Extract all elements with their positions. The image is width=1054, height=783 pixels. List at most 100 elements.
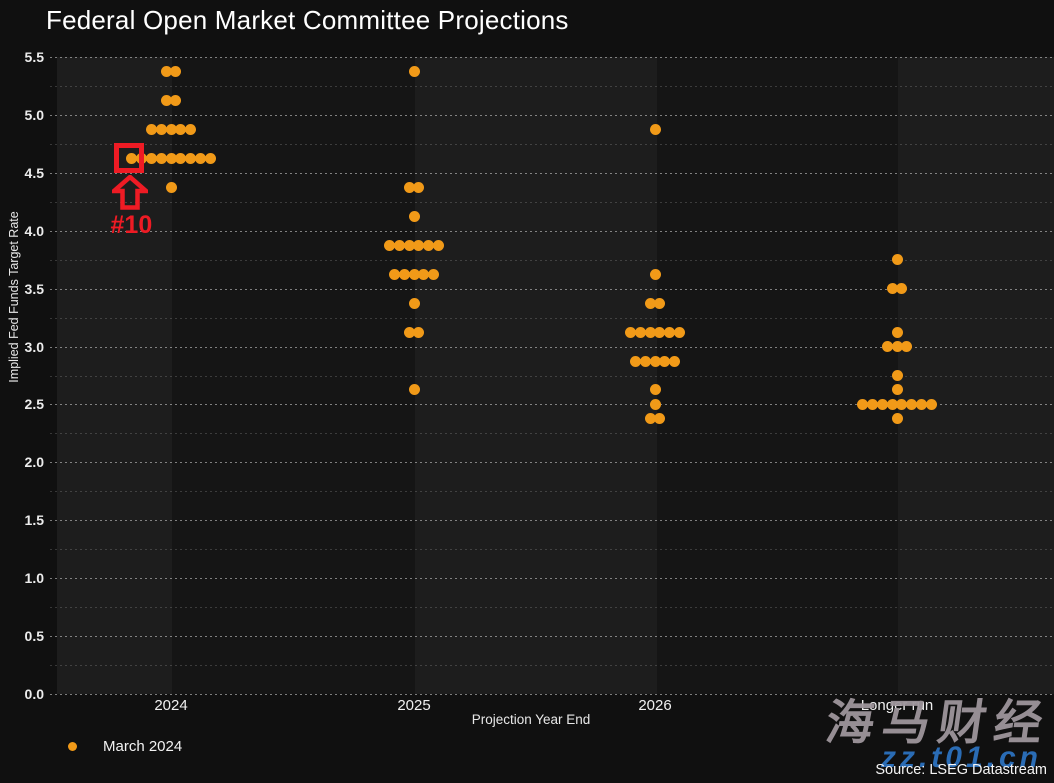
projection-dot: [413, 326, 425, 338]
gridline-major: [50, 288, 1054, 290]
projection-dot: [896, 283, 908, 295]
plot-band: [898, 57, 1054, 694]
gridline-major: [50, 172, 1054, 174]
y-axis-title: Implied Fed Funds Target Rate: [7, 211, 21, 383]
gridline-major: [50, 114, 1054, 116]
projection-dot: [649, 355, 661, 367]
projection-dot: [170, 94, 182, 106]
x-tick-label: 2026: [638, 697, 672, 714]
projection-dot: [413, 239, 425, 251]
chart-title: Federal Open Market Committee Projection…: [46, 5, 569, 35]
projection-dot: [413, 181, 425, 193]
gridline-minor: [50, 259, 1054, 261]
projection-dot: [649, 123, 661, 135]
up-arrow-icon: [112, 175, 149, 211]
projection-dot: [644, 297, 656, 309]
projection-dot: [408, 297, 420, 309]
y-tick-label: 4.5: [24, 164, 44, 181]
projection-dot: [669, 355, 681, 367]
projection-dot: [926, 398, 938, 410]
projection-dot: [145, 152, 157, 164]
projection-dot: [160, 94, 172, 106]
projection-dot: [428, 268, 440, 280]
projection-dot: [891, 384, 903, 396]
x-axis-title: Projection Year End: [471, 712, 591, 727]
projection-dot: [876, 398, 888, 410]
projection-dot: [408, 268, 420, 280]
projection-dot: [185, 123, 197, 135]
y-tick-label: 5.0: [24, 106, 44, 123]
projection-dot: [160, 65, 172, 77]
y-tick-label: 0.0: [24, 686, 44, 702]
gridline-minor: [50, 201, 1054, 203]
gridline-major: [50, 694, 1054, 695]
projection-dot: [398, 268, 410, 280]
watermark-url-text: zz.t01.cn: [880, 741, 1042, 774]
projection-dot: [175, 152, 187, 164]
projection-dot: [639, 355, 651, 367]
gridline-minor: [50, 85, 1054, 87]
y-tick-label: 0.5: [24, 628, 44, 645]
y-tick-label: 3.0: [24, 338, 44, 355]
projection-dot: [205, 152, 217, 164]
y-tick-label: 1.0: [24, 570, 44, 587]
gridline-minor: [50, 317, 1054, 319]
gridline-minor: [50, 549, 1054, 551]
projection-dot: [644, 326, 656, 338]
projection-dot: [891, 341, 903, 353]
projection-dot: [634, 326, 646, 338]
gridline-major: [50, 346, 1054, 348]
projection-dot: [664, 326, 676, 338]
annotation-label: #10: [110, 211, 153, 240]
y-tick-label: 3.5: [24, 280, 44, 297]
gridline-minor: [50, 143, 1054, 145]
annotation-highlight-box: [113, 142, 144, 173]
projection-dot: [170, 65, 182, 77]
plot-band: [415, 57, 657, 694]
projection-dot-highlighted: [125, 152, 137, 164]
gridline-minor: [50, 665, 1054, 667]
y-tick-label: 2.0: [24, 454, 44, 471]
projection-dot: [886, 398, 898, 410]
x-tick-label: 2024: [154, 697, 188, 714]
gridline-minor: [50, 375, 1054, 377]
gridline-major: [50, 462, 1054, 464]
projection-dot: [856, 398, 868, 410]
projection-dot: [654, 297, 666, 309]
gridline-major: [50, 520, 1054, 522]
projection-dot: [896, 398, 908, 410]
projection-dot: [418, 268, 430, 280]
projection-dot: [891, 370, 903, 381]
gridline-minor: [50, 607, 1054, 609]
projection-dot: [408, 384, 420, 396]
projection-dot: [901, 341, 913, 353]
projection-dot: [393, 239, 405, 251]
projection-dot: [629, 355, 641, 367]
projection-dot: [165, 123, 177, 135]
projection-dot: [388, 268, 400, 280]
plot-band: [657, 57, 898, 694]
projection-dot: [408, 65, 420, 77]
source-credit: Source: LSEG Datastream: [875, 762, 1047, 778]
projection-dot: [383, 239, 395, 251]
projection-dot: [866, 398, 878, 410]
projection-dot: [886, 283, 898, 295]
projection-dot: [644, 413, 656, 425]
projection-dot: [649, 384, 661, 396]
projection-dot: [674, 326, 686, 338]
y-tick-label: 2.5: [24, 396, 44, 413]
y-tick-label: 1.5: [24, 512, 44, 529]
projection-dot: [649, 268, 661, 280]
projection-dot: [185, 152, 197, 164]
projection-dot: [881, 341, 893, 353]
legend-label: March 2024: [103, 738, 183, 755]
projection-dot: [433, 239, 445, 251]
x-tick-label: 2025: [397, 697, 431, 714]
projection-dot: [155, 123, 167, 135]
projection-dot: [403, 326, 415, 338]
projection-dot: [403, 181, 415, 193]
projection-dot: [624, 326, 636, 338]
projection-dot: [891, 326, 903, 338]
projection-dot: [891, 254, 903, 266]
